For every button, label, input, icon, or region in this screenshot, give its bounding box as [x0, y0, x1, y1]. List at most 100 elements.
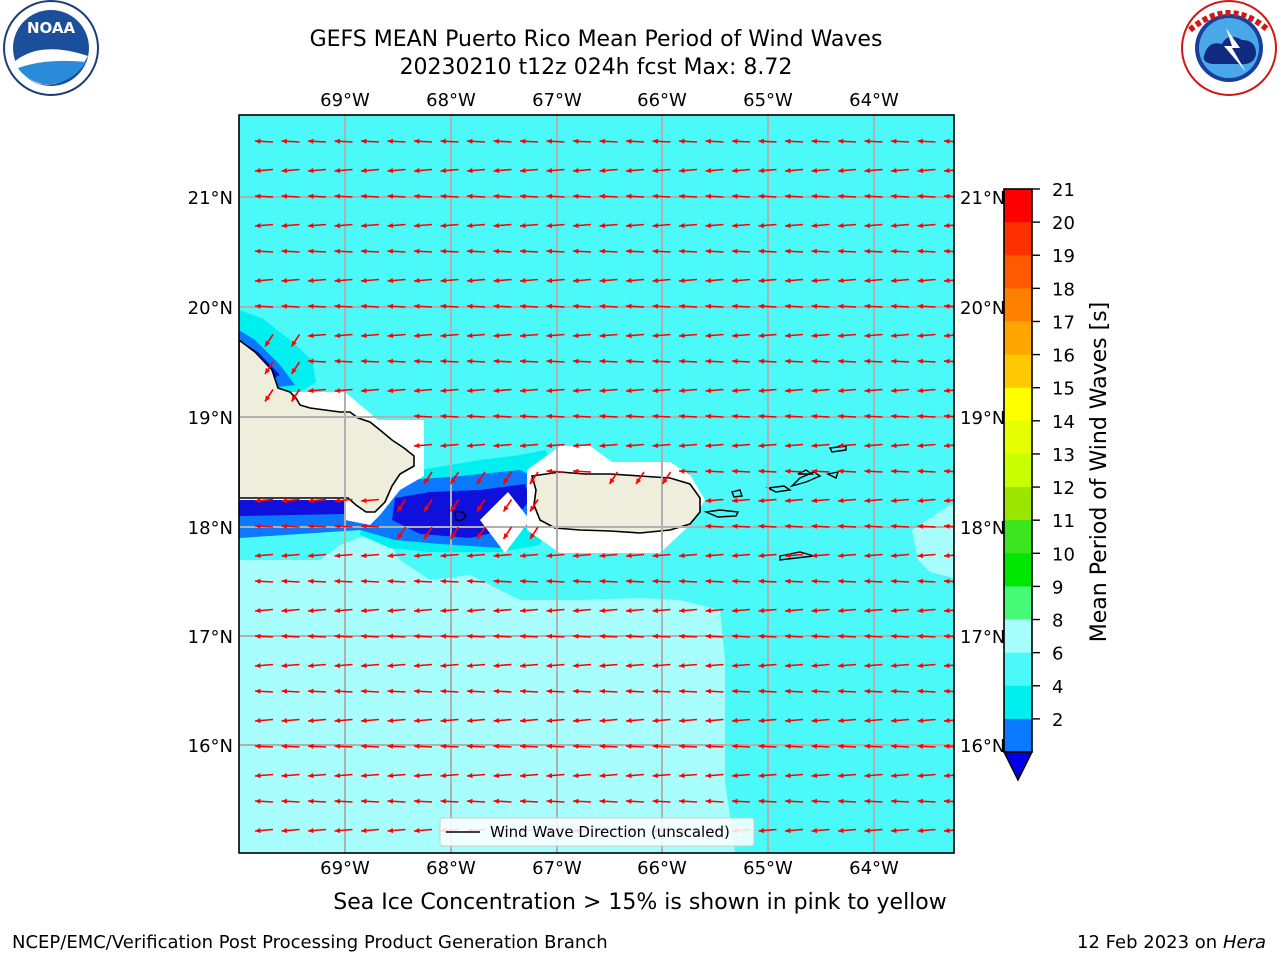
wave-direction-arrow [625, 332, 645, 339]
wave-direction-arrow [705, 662, 724, 669]
lon-label-top: 68°W [426, 90, 476, 111]
colorbar-tick-label: 14 [1052, 412, 1075, 433]
wave-direction-arrow [307, 248, 327, 254]
wave-direction-arrow [466, 772, 486, 779]
wave-direction-arrow [917, 523, 936, 529]
wave-direction-arrow [440, 193, 459, 199]
wave-direction-arrow [307, 138, 327, 144]
wave-direction-arrow [635, 471, 645, 485]
wave-direction-arrow [599, 772, 618, 779]
wave-direction-arrow [254, 662, 274, 669]
colorbar-swatch [1004, 553, 1032, 587]
wave-direction-arrow [493, 578, 512, 584]
wave-direction-arrow [758, 607, 777, 614]
wave-direction-arrow [731, 138, 751, 144]
wave-direction-arrow [864, 743, 883, 749]
wave-direction-arrow [837, 468, 857, 474]
wave-direction-arrow [466, 248, 486, 254]
wave-direction-arrow [705, 523, 724, 529]
wave-direction-arrow [493, 193, 512, 199]
noaa-logo: NOAA [3, 0, 99, 96]
wave-direction-arrow [599, 277, 618, 284]
wave-direction-arrow [705, 138, 724, 144]
colorbar-swatch [1004, 453, 1032, 488]
wave-direction-arrow [599, 332, 618, 339]
wave-direction-arrow [599, 798, 618, 804]
wave-direction-arrow [519, 772, 539, 779]
wave-direction-arrow [758, 303, 777, 309]
wave-direction-arrow [572, 743, 592, 749]
wave-direction-arrow [705, 442, 724, 449]
wave-direction-arrow [917, 248, 936, 254]
wave-direction-arrow [493, 358, 512, 364]
wave-direction-arrow [917, 578, 936, 584]
wave-direction-arrow [493, 743, 512, 749]
wave-direction-arrow [943, 662, 954, 669]
wave-direction-arrow [387, 552, 406, 559]
wave-direction-arrow [493, 303, 512, 309]
wave-direction-arrow [625, 578, 645, 584]
wave-direction-arrow [440, 332, 459, 339]
wave-direction-arrow [784, 688, 804, 694]
wave-direction-arrow [546, 358, 565, 364]
wave-direction-arrow [334, 578, 353, 584]
wave-direction-arrow [307, 772, 327, 779]
wave-direction-arrow [705, 248, 724, 254]
wave-direction-arrow [917, 688, 936, 694]
wave-direction-arrow [837, 497, 857, 504]
wave-direction-arrow [811, 222, 830, 229]
wave-direction-arrow [572, 442, 592, 449]
wave-direction-arrow [864, 138, 883, 144]
wave-direction-arrow [917, 277, 936, 284]
wave-direction-arrow [864, 193, 883, 199]
wave-direction-arrow [546, 442, 565, 449]
wave-direction-arrow [811, 827, 830, 834]
wave-direction-arrow [466, 633, 486, 639]
wave-direction-arrow [281, 717, 300, 724]
footer-date: 12 Feb 2023 on Hera [1077, 932, 1266, 953]
wave-direction-arrow [546, 387, 565, 394]
wave-direction-arrow [360, 167, 380, 174]
wave-direction-arrow [811, 552, 830, 559]
wave-direction-arrow [440, 248, 459, 254]
wave-direction-arrow [546, 413, 565, 419]
wave-direction-arrow [466, 193, 486, 199]
colorbar-tick-label: 6 [1052, 644, 1063, 665]
wave-direction-arrow [466, 277, 486, 284]
wave-direction-arrow [917, 358, 936, 364]
wave-direction-arrow [705, 167, 724, 174]
wave-direction-arrow [837, 607, 857, 614]
wave-direction-arrow [281, 578, 300, 584]
wave-direction-arrow [625, 717, 645, 724]
wave-direction-arrow [572, 688, 592, 694]
wave-direction-arrow [943, 633, 954, 639]
wave-direction-arrow [334, 138, 353, 144]
wave-direction-arrow [890, 167, 910, 174]
wave-direction-arrow [652, 277, 671, 284]
lat-label-left: 21°N [188, 188, 233, 209]
wave-direction-arrow [837, 552, 857, 559]
wave-direction-arrow [254, 167, 274, 174]
wave-direction-arrow [917, 468, 936, 474]
wave-direction-arrow [307, 743, 327, 749]
wave-direction-arrow [290, 389, 301, 402]
wave-direction-arrow [413, 387, 433, 394]
wave-direction-arrow [387, 138, 406, 144]
wave-direction-arrow [731, 497, 751, 504]
wave-direction-arrow [811, 387, 830, 394]
wave-direction-arrow [652, 442, 671, 449]
wave-direction-arrow [943, 827, 954, 834]
wave-direction-arrow [678, 578, 698, 584]
wave-direction-arrow [493, 552, 512, 559]
wave-direction-arrow [625, 277, 645, 284]
wave-direction-arrow [917, 633, 936, 639]
wave-direction-arrow [466, 222, 486, 229]
wave-direction-arrow [837, 743, 857, 749]
lat-labels-left: 21°N 20°N 19°N 18°N 17°N 16°N [188, 188, 233, 757]
wave-direction-arrow [281, 633, 300, 639]
wave-direction-arrow [572, 138, 592, 144]
wave-direction-arrow [784, 772, 804, 779]
wave-direction-arrow [334, 552, 353, 559]
wave-direction-arrow [731, 523, 751, 529]
colorbar-swatch [1004, 288, 1032, 322]
